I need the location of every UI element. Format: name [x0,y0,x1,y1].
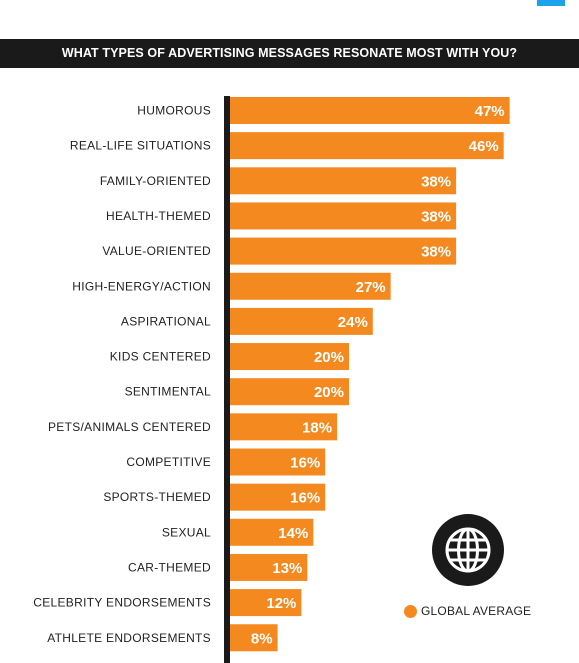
bar-11 [230,483,326,511]
value-label: 27% [356,279,386,296]
value-label: 20% [314,384,344,401]
axis-line [224,96,230,663]
category-label: FAMILY-ORIENTED [100,174,211,188]
category-label: CAR-THEMED [128,560,211,574]
value-label: 13% [272,560,302,577]
bar-4 [230,237,457,265]
bar-14 [230,589,302,617]
globe-icon [445,527,491,573]
bar-6 [230,307,373,335]
legend: GLOBAL AVERAGE [404,603,531,619]
globe-badge [432,514,504,586]
value-label: 16% [290,455,320,472]
value-label: 38% [421,208,451,225]
bar-12 [230,518,314,546]
value-label: 38% [421,244,451,261]
value-label: 20% [314,349,344,366]
category-label: SENTIMENTAL [125,385,211,399]
value-label: 38% [421,173,451,190]
value-label: 24% [338,314,368,331]
corner-tab [537,0,565,6]
value-label: 46% [469,138,499,155]
category-label: SPORTS-THEMED [103,490,211,504]
category-label: COMPETITIVE [126,455,211,469]
bars-group: HUMOROUS 47% REAL-LIFE SITUATIONS 46% FAMILY… [33,97,510,652]
bar-1 [230,132,504,160]
category-label: PETS/ANIMALS CENTERED [48,420,211,434]
bar-3 [230,202,457,230]
bar-8 [230,378,349,406]
category-label: ASPIRATIONAL [121,314,211,328]
category-label: CELEBRITY ENDORSEMENTS [33,596,211,610]
legend-swatch [404,604,417,618]
value-label: 47% [475,103,505,120]
bar-13 [230,553,308,581]
bar-0 [230,97,510,124]
bar-5 [230,272,391,300]
legend-label: GLOBAL AVERAGE [421,604,532,618]
category-label: REAL-LIFE SITUATIONS [70,139,211,153]
category-label: ATHLETE ENDORSEMENTS [47,631,211,645]
category-label: HEALTH-THEMED [106,209,211,223]
value-label: 18% [302,419,332,436]
bar-9 [230,413,338,441]
bar-10 [230,448,326,476]
value-label: 12% [266,595,296,612]
category-label: KIDS CENTERED [110,350,211,364]
category-label: VALUE-ORIENTED [102,244,211,258]
category-label: SEXUAL [162,525,211,539]
value-label: 14% [278,525,308,542]
bar-7 [230,343,349,371]
value-label: 16% [290,490,320,507]
bar-15 [230,624,278,652]
chart-title: WHAT TYPES OF ADVERTISING MESSAGES RESON… [0,39,579,68]
category-label: HIGH-ENERGY/ACTION [72,279,211,293]
value-label: 8% [251,630,273,647]
category-label: HUMOROUS [137,104,211,118]
bar-2 [230,167,457,195]
